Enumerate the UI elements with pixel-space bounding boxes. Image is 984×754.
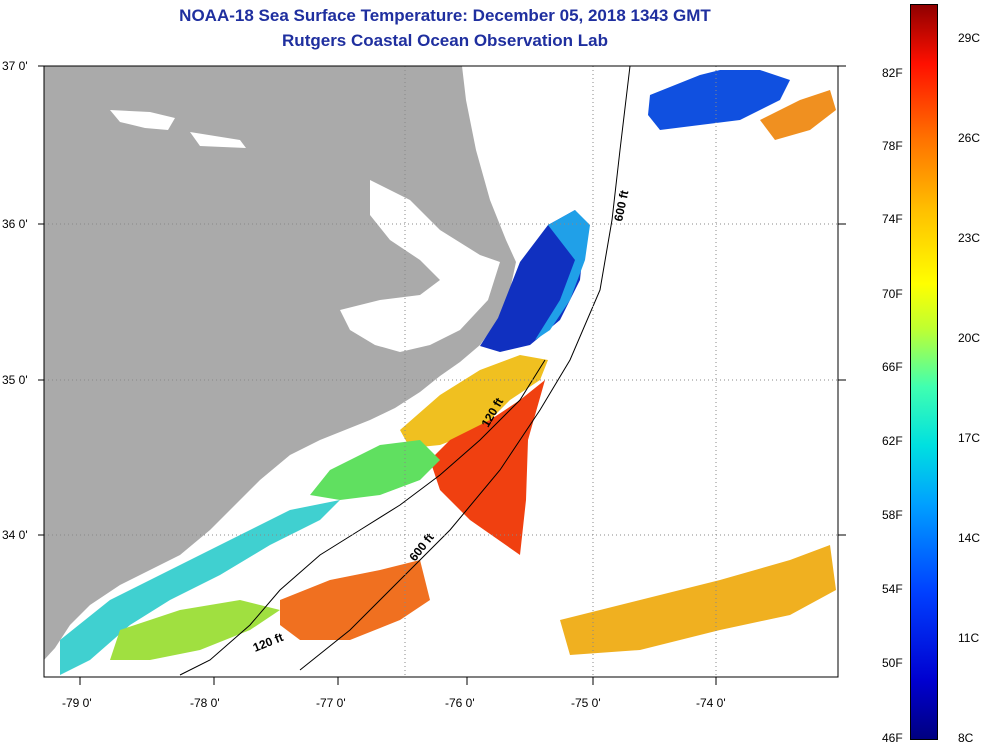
lat-label-37: 37 0' [2,59,28,73]
lat-ticks [38,65,846,536]
colorbar-c-17: 17C [958,431,981,445]
sst-cool-band [535,210,590,340]
colorbar-f-58: 58F [882,508,903,522]
lon-label-77: -77 0' [316,696,346,710]
sst-mid-shelf [310,440,440,500]
lon-ticks [79,677,717,685]
isobath-120-ft [179,359,546,676]
river-channel [190,132,246,148]
colorbar-f-78: 78F [882,139,903,153]
colorbar-f-74: 74F [882,212,903,226]
map-subtitle: Rutgers Coastal Ocean Observation Lab [282,31,608,50]
lat-label-35: 35 0' [2,373,28,387]
sst-warm-shelf [400,355,548,448]
sst-hot-core [430,380,545,555]
sst-south-yellow [560,545,836,655]
lon-label-75: -75 0' [571,696,601,710]
colorbar-c-11: 11C [958,631,980,645]
colorbar-f-70: 70F [882,287,903,301]
colorbar-f-50: 50F [882,656,903,670]
graticule [44,66,838,677]
sst-northeast-warm [760,90,836,140]
pamlico-sound [340,180,500,352]
map-border [43,65,839,678]
lat-label-36: 36 0' [2,217,28,231]
colorbar-c-8: 8C [958,731,974,745]
isobath-label-600-north: 600 ft [611,189,631,223]
colorbar-c-23: 23C [958,231,981,245]
lon-label-79: -79 0' [62,696,92,710]
sst-northeast-patch [648,70,790,130]
lon-label-76: -76 0' [445,696,475,710]
lat-label-34: 34 0' [2,528,28,542]
isobath-600-ft [299,65,631,671]
colorbar-f-62: 62F [882,434,903,448]
colorbar-c-14: 14C [958,531,981,545]
map-title: NOAA-18 Sea Surface Temperature: Decembe… [179,6,711,25]
colorbar-f-82: 82F [882,66,903,80]
colorbar-f-46: 46F [882,731,903,745]
colorbar-c-20: 20C [958,331,981,345]
colorbar-f-66: 66F [882,360,903,374]
lon-label-78: -78 0' [190,696,220,710]
temperature-colorbar [910,4,938,740]
colorbar-c-26: 26C [958,131,981,145]
colorbar-c-29: 29C [958,31,981,45]
sst-south-orange [280,560,430,640]
albemarle-sound [110,110,175,130]
sst-south-teal [60,500,340,675]
lon-label-74: -74 0' [696,696,726,710]
colorbar-f-54: 54F [882,582,903,596]
sst-south-green [110,600,280,660]
